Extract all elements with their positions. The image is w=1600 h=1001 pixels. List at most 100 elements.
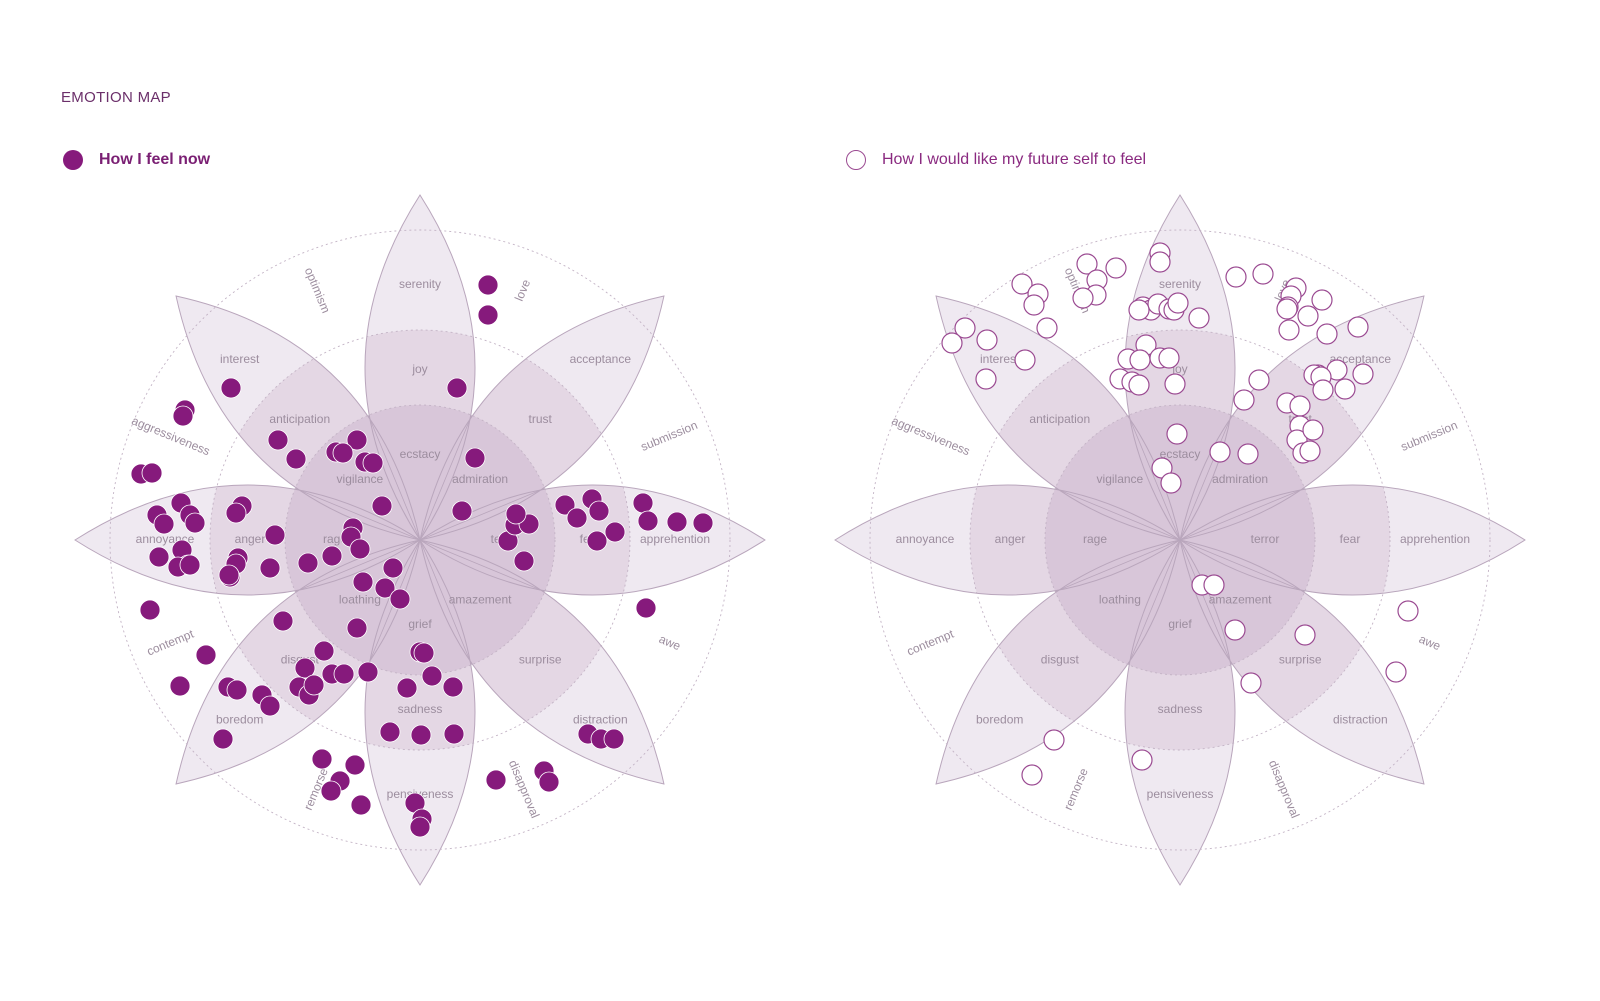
petal-sadness: [365, 540, 475, 885]
petal-outline: [1124, 194, 1236, 541]
feel-now-marker: [446, 377, 468, 399]
sector-divider: [1179, 487, 1305, 541]
future-feel-marker: [1036, 317, 1058, 339]
feel-now-marker: [389, 588, 411, 610]
label-rage: rage: [1083, 532, 1107, 546]
label-serenity: serenity: [399, 277, 441, 291]
future-feel-marker: [1014, 349, 1036, 371]
petal-disgust: [936, 540, 1180, 784]
feel-now-marker: [477, 274, 499, 296]
label-acceptance: acceptance: [570, 352, 632, 366]
feel-now-marker: [666, 511, 688, 533]
label-distraction: distraction: [573, 712, 628, 726]
petal-outline: [834, 484, 1181, 596]
petal-inner-band: [1180, 405, 1315, 540]
future-feel-marker: [976, 329, 998, 351]
feel-now-marker: [184, 512, 206, 534]
label-aggressiveness: aggressiveness: [890, 413, 972, 458]
future-feel-marker: [1011, 273, 1033, 295]
dotted-ring: [869, 229, 1491, 851]
future-feel-marker: [1188, 307, 1210, 329]
future-feel-marker: [1225, 266, 1247, 288]
petal-middle-band: [420, 540, 630, 750]
petal-middle-band: [420, 330, 630, 540]
label-boredom: boredom: [216, 712, 263, 726]
feel-now-marker: [477, 304, 499, 326]
petal-outline: [935, 539, 1181, 785]
petal-surprise: [1180, 540, 1424, 784]
dotted-ring: [109, 229, 731, 851]
label-trust: trust: [529, 412, 553, 426]
feel-now-marker: [179, 554, 201, 576]
feel-now-marker: [212, 728, 234, 750]
feel-now-marker: [604, 521, 626, 543]
petal-anticipation: [176, 296, 420, 540]
legend-now: How I feel now: [63, 150, 210, 170]
sector-divider: [1179, 539, 1305, 593]
future-feel-marker: [1240, 672, 1262, 694]
feel-now-marker: [349, 538, 371, 560]
label-loathing: loathing: [1099, 592, 1141, 606]
petal-anticipation: [936, 296, 1180, 540]
label-apprehention: apprehention: [640, 532, 710, 546]
future-feel-marker: [1158, 347, 1180, 369]
petal-outline: [1179, 484, 1526, 596]
petal-outline: [419, 539, 665, 785]
feel-now-marker: [409, 816, 431, 838]
label-ecstacy: ecstacy: [1160, 447, 1201, 461]
label-optimism: optimism: [302, 265, 333, 315]
petal-joy: [365, 195, 475, 540]
label-awe: awe: [1417, 632, 1443, 653]
feel-now-marker: [505, 503, 527, 525]
petal-outline: [935, 295, 1181, 541]
petal-inner-band: [285, 540, 420, 675]
future-feel-marker: [1237, 443, 1259, 465]
feel-now-marker: [632, 492, 654, 514]
feel-now-marker: [586, 530, 608, 552]
petal-outline: [1179, 295, 1425, 541]
future-feel-marker: [1312, 379, 1334, 401]
label-fear: fear: [1340, 532, 1361, 546]
feel-now-marker: [382, 557, 404, 579]
petal-surprise: [420, 540, 664, 784]
feel-now-marker: [554, 494, 576, 516]
feel-now-marker: [371, 495, 393, 517]
sector-divider: [1127, 539, 1181, 665]
sector-divider: [1055, 539, 1181, 593]
feel-now-marker: [141, 462, 163, 484]
label-anger: anger: [995, 532, 1026, 546]
future-feel-marker: [1248, 369, 1270, 391]
feel-now-marker: [421, 665, 443, 687]
future-markers: [941, 242, 1419, 786]
petal-middle-band: [1180, 330, 1390, 540]
petal-inner-band: [1045, 405, 1180, 540]
sector-divider: [1055, 487, 1181, 541]
future-feel-marker: [975, 368, 997, 390]
future-feel-marker: [954, 317, 976, 339]
feel-now-marker: [226, 679, 248, 701]
future-feel-marker: [1297, 305, 1319, 327]
petal-anger: [835, 485, 1180, 595]
page-title: EMOTION MAP: [61, 89, 171, 106]
feel-now-marker: [313, 640, 335, 662]
legend-now-label: How I feel now: [99, 151, 211, 168]
petal-joy: [1125, 195, 1235, 540]
future-feel-marker: [1224, 619, 1246, 641]
sector-divider: [1179, 415, 1233, 541]
future-feel-marker: [1352, 363, 1374, 385]
feel-now-marker: [346, 429, 368, 451]
future-feel-marker: [1278, 319, 1300, 341]
feel-now-marker: [538, 771, 560, 793]
future-feel-marker: [1166, 423, 1188, 445]
filled-circle-icon: [63, 150, 83, 170]
feel-now-marker: [566, 507, 588, 529]
emotion-wheel-future: serenityjoyecstacyacceptancetrustadmirat…: [834, 194, 1526, 886]
petal-sadness: [1125, 540, 1235, 885]
label-amazement: amazement: [449, 592, 512, 606]
feel-now-marker: [153, 513, 175, 535]
label-disapproval: disapproval: [1266, 758, 1302, 820]
future-feel-marker: [1167, 292, 1189, 314]
label-vigilance: vigilance: [1097, 472, 1144, 486]
label-distraction: distraction: [1333, 712, 1388, 726]
future-feel-marker: [1149, 251, 1171, 273]
